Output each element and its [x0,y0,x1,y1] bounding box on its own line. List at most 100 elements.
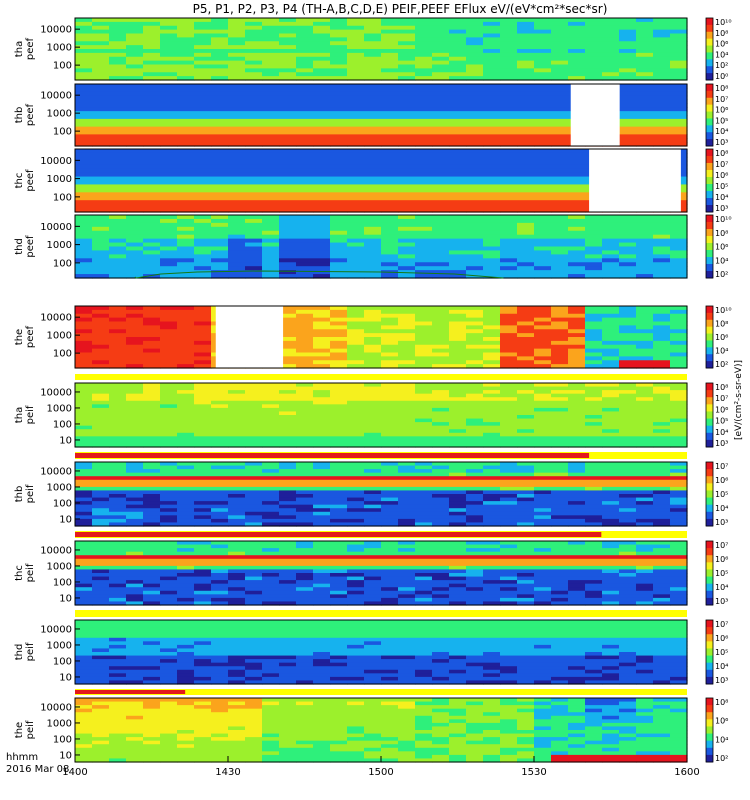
heatmap-cell [109,486,127,492]
heatmap-cell [432,393,450,398]
heatmap-cell [211,56,229,62]
heatmap-cell [602,497,620,502]
heatmap-cell [126,238,144,244]
heatmap-cell [245,33,263,38]
heatmap-cell [602,425,620,430]
heatmap-cell [262,597,280,603]
heatmap-cell [126,126,144,132]
heatmap-cell [568,576,586,581]
heatmap-cell [466,407,484,413]
heatmap-cell [517,208,535,213]
heatmap-cell [670,337,688,342]
heatmap-cell [517,476,535,481]
heatmap-cell [92,511,110,516]
heatmap-cell [330,208,348,213]
heatmap-cell [160,511,178,516]
heatmap-cell [517,138,535,143]
heatmap-cell [177,325,195,330]
heatmap-cell [245,200,263,205]
heatmap-cell [194,518,212,524]
heatmap-cell [449,344,467,350]
heatmap-cell [568,486,586,492]
heatmap-cell [551,184,569,189]
heatmap-cell [177,246,195,252]
heatmap-cell [551,573,569,578]
heatmap-cell [75,266,93,271]
heatmap-cell [585,270,603,275]
heatmap-cell [483,168,501,174]
heatmap-cell [466,254,484,259]
heatmap-cell [653,562,671,567]
heatmap-cell [415,443,433,448]
heatmap-cell [602,270,620,275]
heatmap-cell [636,490,654,495]
heatmap-cell [636,91,654,97]
heatmap-cell [619,99,637,104]
heatmap-cell [126,522,144,527]
heatmap-cell [347,196,365,201]
heatmap-cell [330,60,348,66]
heatmap-cell [75,483,93,488]
heatmap-cell [330,583,348,588]
heatmap-cell [262,397,280,402]
heatmap-cell [262,594,280,599]
heatmap-cell [177,118,195,124]
heatmap-cell [398,60,416,66]
heatmap-cell [517,594,535,599]
colorbar-tick-label: 10⁴ [715,256,728,265]
heatmap-cell [296,352,314,357]
heatmap-cell [517,356,535,361]
heatmap-cell [279,246,297,252]
heatmap-cell [194,306,212,311]
heatmap-cell [602,60,620,66]
heatmap-cell [75,192,93,197]
heatmap-cell [228,486,246,492]
heatmap-cell [262,234,280,240]
heatmap-cell [568,522,586,527]
heatmap-cell [228,462,246,467]
heatmap-cell [143,490,161,495]
heatmap-cell [228,490,246,495]
heatmap-cell [75,472,93,477]
heatmap-cell [500,234,518,240]
colorbar-segment [706,383,713,391]
heatmap-cell [381,258,399,263]
heatmap-cell [415,393,433,398]
heatmap-cell [194,356,212,361]
heatmap-cell [92,383,110,388]
heatmap-cell [109,337,127,342]
heatmap-cell [653,122,671,128]
heatmap-cell [364,152,382,158]
heatmap-cell [585,56,603,62]
heatmap-cell [347,152,365,158]
heatmap-cell [670,242,688,248]
heatmap-cell [160,333,178,338]
heatmap-cell [398,479,416,484]
heatmap-cell [449,270,467,275]
heatmap-cell [194,21,212,27]
heatmap-cell [449,122,467,128]
heatmap-cell [143,238,161,244]
heatmap-cell [143,329,161,334]
heatmap-cell [500,76,518,81]
heatmap-cell [194,386,212,391]
heatmap-cell [194,87,212,93]
heatmap-cell [381,33,399,38]
heatmap-cell [143,439,161,445]
heatmap-cell [109,356,127,361]
heatmap-cell [585,309,603,315]
heatmap-cell [296,25,314,31]
heatmap-cell [483,222,501,228]
heatmap-cell [126,497,144,502]
heatmap-cell [483,551,501,556]
heatmap-cell [568,472,586,477]
heatmap-cell [432,360,450,365]
heatmap-cell [211,465,229,470]
heatmap-cell [330,64,348,69]
heatmap-cell [143,172,161,178]
heatmap-cell [177,95,195,101]
heatmap-cell [653,274,671,279]
heatmap-cell [551,115,569,120]
heatmap-cell [109,504,127,509]
heatmap-cell [653,254,671,259]
